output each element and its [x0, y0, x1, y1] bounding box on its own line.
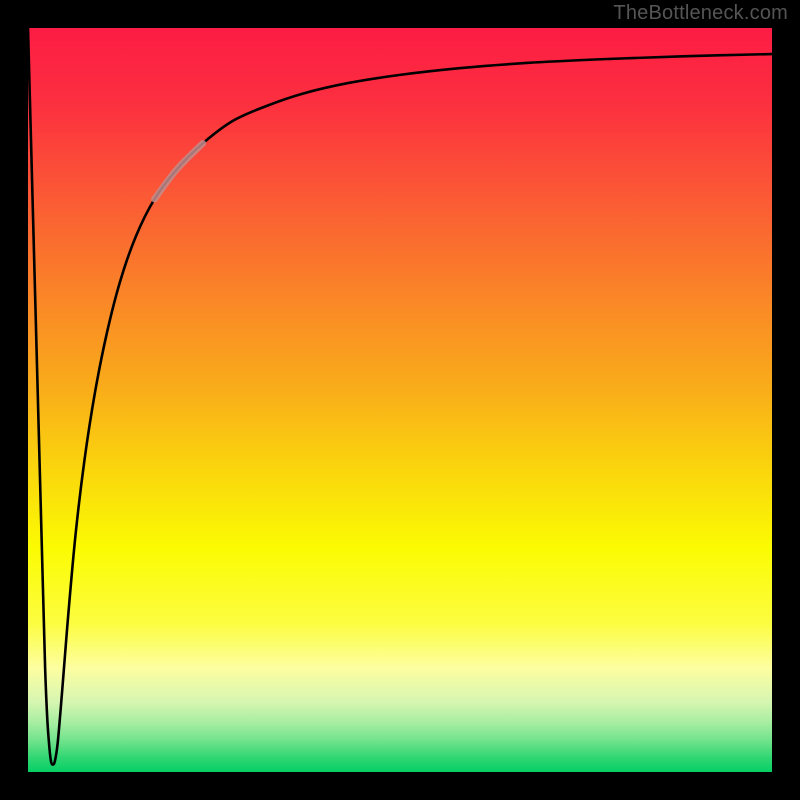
curve-layer: [28, 28, 772, 772]
curve-highlight-segment: [154, 143, 202, 199]
bottleneck-curve: [28, 28, 772, 765]
plot-area: [28, 28, 772, 772]
watermark-text: TheBottleneck.com: [613, 2, 788, 25]
chart-container: TheBottleneck.com: [0, 0, 800, 800]
